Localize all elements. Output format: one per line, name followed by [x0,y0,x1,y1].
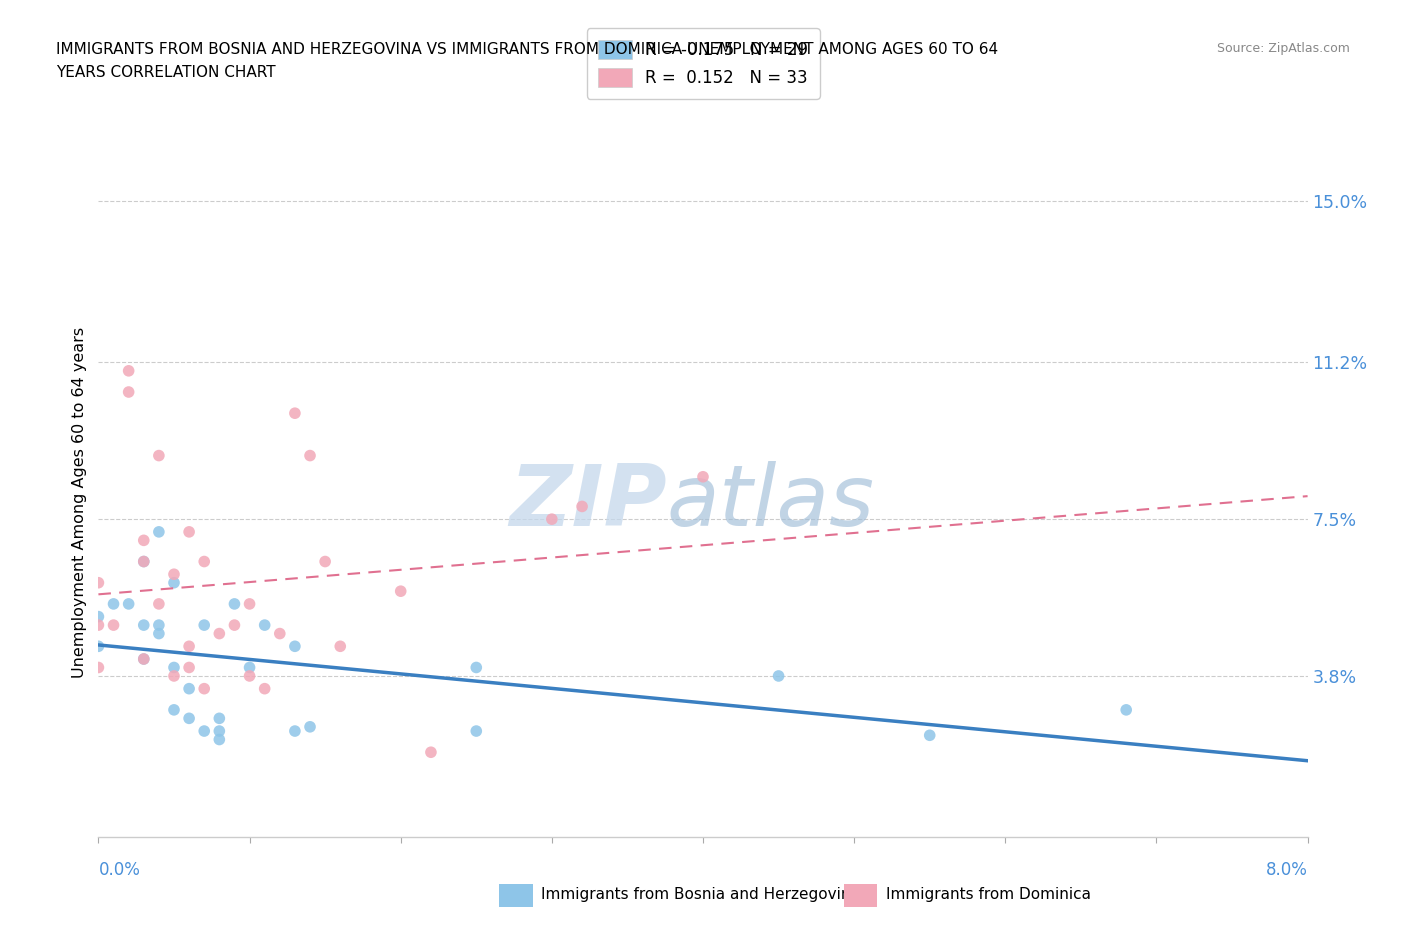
Point [239,596,262,611]
Point [918,728,941,743]
Point [118,596,141,611]
Text: ZIP: ZIP [509,460,666,544]
Point [193,554,215,569]
Point [224,596,246,611]
Text: Immigrants from Bosnia and Herzegovina: Immigrants from Bosnia and Herzegovina [541,887,860,902]
Point [118,364,141,379]
Point [132,652,155,667]
Point [103,596,125,611]
Point [420,745,443,760]
Point [269,626,291,641]
Point [163,660,186,675]
Point [299,720,322,735]
Point [224,618,246,632]
Point [208,724,231,738]
Point [132,554,155,569]
Point [179,525,201,539]
Point [103,618,125,632]
Point [253,682,276,697]
Point [1115,702,1137,717]
Point [148,448,170,463]
Point [148,626,170,641]
Point [239,660,262,675]
Point [163,566,186,581]
Text: atlas: atlas [666,460,875,544]
Point [132,554,155,569]
Point [132,533,155,548]
Point [87,609,110,624]
Point [132,618,155,632]
Point [208,626,231,641]
Text: 0.0%: 0.0% [98,860,141,879]
Point [179,682,201,697]
Point [193,618,215,632]
Text: Immigrants from Dominica: Immigrants from Dominica [886,887,1091,902]
Point [253,618,276,632]
Point [329,639,352,654]
Point [179,639,201,654]
Point [571,499,593,514]
Point [299,448,322,463]
Y-axis label: Unemployment Among Ages 60 to 64 years: Unemployment Among Ages 60 to 64 years [72,326,87,678]
Point [314,554,336,569]
Point [284,639,307,654]
Point [541,512,564,526]
Point [118,385,141,400]
Point [148,618,170,632]
Point [148,525,170,539]
Point [208,711,231,725]
Point [87,618,110,632]
Point [179,711,201,725]
Point [768,669,790,684]
Point [465,660,488,675]
Point [163,576,186,591]
Text: IMMIGRANTS FROM BOSNIA AND HERZEGOVINA VS IMMIGRANTS FROM DOMINICA UNEMPLOYMENT : IMMIGRANTS FROM BOSNIA AND HERZEGOVINA V… [56,42,998,57]
Legend: R = -0.175   N = 29, R =  0.152   N = 33: R = -0.175 N = 29, R = 0.152 N = 33 [586,29,820,99]
Point [132,652,155,667]
Point [208,732,231,747]
Point [193,682,215,697]
Point [87,639,110,654]
Point [163,669,186,684]
Point [239,669,262,684]
Text: Source: ZipAtlas.com: Source: ZipAtlas.com [1216,42,1350,55]
Point [87,576,110,591]
Point [193,724,215,738]
Text: YEARS CORRELATION CHART: YEARS CORRELATION CHART [56,65,276,80]
Point [389,584,412,599]
Point [179,660,201,675]
Point [87,660,110,675]
Point [163,702,186,717]
Point [284,724,307,738]
Point [284,405,307,420]
Point [465,724,488,738]
Text: 8.0%: 8.0% [1265,860,1308,879]
Point [148,596,170,611]
Point [692,470,714,485]
